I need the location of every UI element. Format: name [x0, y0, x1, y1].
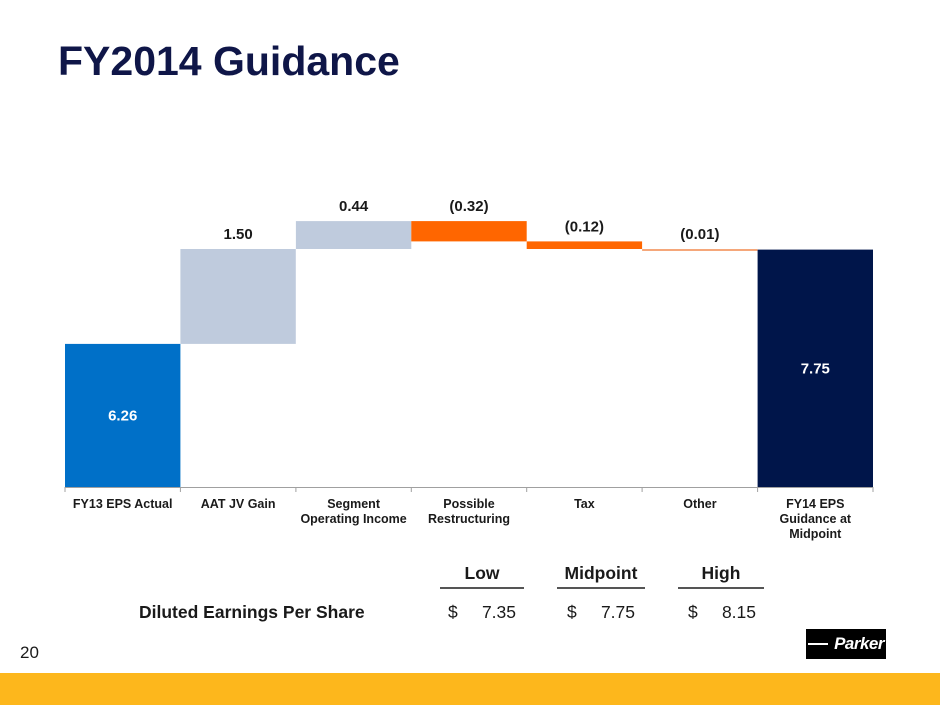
- data-label: 7.75: [801, 360, 830, 377]
- currency-symbol: $: [567, 602, 577, 622]
- category-label: Other: [683, 497, 716, 511]
- bar-segment-operating-income: [295, 221, 412, 249]
- parker-logo: Parker: [806, 629, 886, 659]
- guidance-header-low: Low: [440, 563, 524, 589]
- page-number: 20: [20, 643, 39, 662]
- category-label: Midpoint: [789, 527, 842, 541]
- data-label: 0.44: [339, 198, 369, 215]
- data-label: (0.12): [565, 218, 604, 235]
- category-label: Guidance at: [780, 512, 852, 526]
- logo-line-icon: [808, 643, 828, 645]
- category-label: AAT JV Gain: [201, 497, 276, 511]
- bar-aat-jv-gain: [180, 249, 296, 344]
- bar-fy13-eps-actual: [65, 343, 181, 487]
- guidance-high-cell: $ 8.15: [688, 602, 756, 623]
- guidance-high-value: 8.15: [721, 602, 756, 622]
- currency-symbol: $: [448, 602, 458, 622]
- category-label: Segment: [327, 497, 381, 511]
- category-label: Restructuring: [428, 512, 510, 526]
- guidance-low-value: 7.35: [481, 602, 516, 622]
- category-label: FY13 EPS Actual: [73, 497, 173, 511]
- data-label: 1.50: [223, 226, 252, 243]
- bar-tax: [526, 241, 643, 249]
- bar-fy14-eps-guidance-at-midpoint: [757, 249, 873, 487]
- data-label: 6.26: [108, 408, 137, 425]
- category-label: Tax: [574, 497, 595, 511]
- data-label: (0.32): [449, 198, 488, 215]
- bar-possible-restructuring: [411, 221, 527, 242]
- guidance-midpoint-value: 7.75: [600, 602, 635, 622]
- data-label: (0.01): [680, 226, 719, 243]
- guidance-row-label: Diluted Earnings Per Share: [139, 602, 365, 622]
- guidance-header-high: High: [678, 563, 764, 589]
- category-label: Possible: [443, 497, 494, 511]
- footer-bar: [0, 673, 940, 705]
- guidance-header-midpoint: Midpoint: [557, 563, 645, 589]
- guidance-low-cell: $ 7.35: [448, 602, 516, 623]
- logo-text: Parker: [834, 634, 884, 653]
- category-label: Operating Income: [300, 512, 406, 526]
- guidance-midpoint-cell: $ 7.75: [567, 602, 635, 623]
- bar-other: [642, 249, 758, 251]
- currency-symbol: $: [688, 602, 698, 622]
- waterfall-chart: 6.26 FY13 EPS Actual 1.50 AAT JV Gain 0.44 Se…: [64, 198, 874, 541]
- category-label: FY14 EPS: [786, 497, 844, 511]
- slide-title: FY2014 Guidance: [58, 38, 400, 84]
